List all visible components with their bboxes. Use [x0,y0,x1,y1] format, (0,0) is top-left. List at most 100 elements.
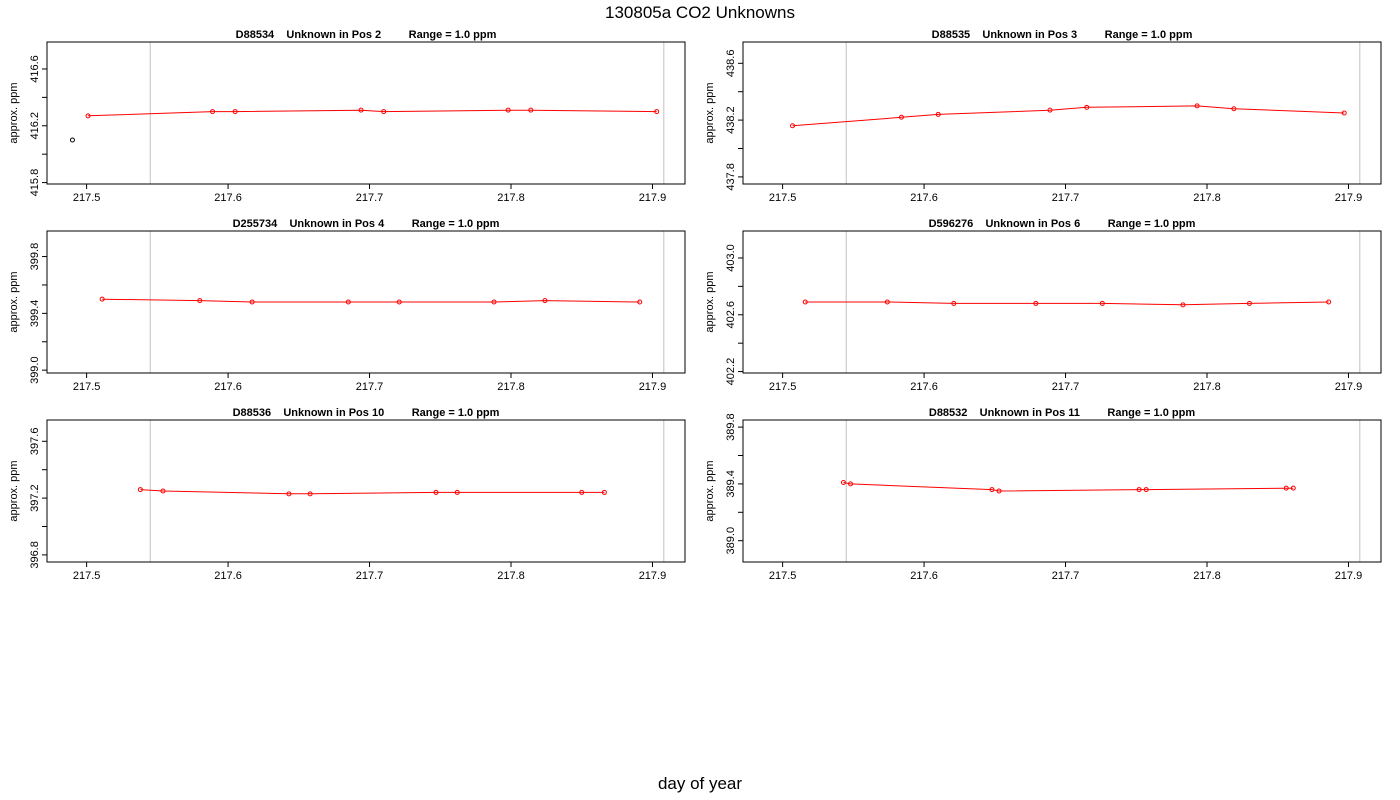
data-point [99,296,105,302]
x-tick-label: 217.7 [356,381,384,393]
data-point [802,299,808,305]
y-tick-label: 396.8 [29,541,41,569]
data-point [840,479,846,485]
y-axis-label: approx. ppm [704,460,716,521]
x-tick-label: 217.7 [356,570,384,582]
y-tick-label: 438.2 [725,106,737,134]
series-line [843,482,1294,492]
series-line [87,109,657,117]
panel-title: D88534 Unknown in Pos 2 Range = 1.0 ppm [236,29,497,41]
plot-frame [742,230,1382,374]
y-tick-label: 416.2 [29,112,41,140]
data-point [1099,300,1105,306]
x-tick-label: 217.8 [497,192,525,204]
y-tick-label: 389.4 [725,470,737,498]
x-tick-label: 217.8 [1193,570,1221,582]
data-point [1326,299,1332,305]
x-tick-label: 217.9 [1335,570,1363,582]
data-point [505,107,511,113]
y-tick-label: 389.8 [725,413,737,441]
x-tick-label: 217.8 [1193,192,1221,204]
series-line [102,298,640,303]
data-point [884,299,890,305]
data-point [654,109,660,115]
y-axis-label: approx. ppm [8,82,20,143]
y-axis-label: approx. ppm [704,82,716,143]
x-tick-label: 217.9 [639,570,667,582]
y-tick-label: 397.6 [29,428,41,456]
x-axis-label: day of year [657,774,743,793]
data-point [249,299,255,305]
panel-title: D88532 Unknown in Pos 11 Range = 1.0 ppm [929,407,1195,419]
series-line [140,489,605,495]
data-point [951,300,957,306]
chart-panel-pos2: D88534 Unknown in Pos 2 Range = 1.0 ppm 2… [8,29,686,204]
x-tick-label: 217.8 [497,570,525,582]
x-tick-label: 217.5 [769,192,797,204]
x-tick-label: 217.6 [214,192,242,204]
data-point [848,481,854,487]
x-tick-label: 217.8 [1193,381,1221,393]
panel-title: D88536 Unknown in Pos 10 Range = 1.0 ppm [233,407,500,419]
data-point [1246,300,1252,306]
panel-title: D596276 Unknown in Pos 6 Range = 1.0 ppm [929,218,1196,230]
x-tick-label: 217.6 [910,381,938,393]
plot-frame [742,41,1382,185]
data-point [454,489,460,495]
y-tick-label: 402.6 [725,301,737,329]
x-tick-label: 217.5 [769,570,797,582]
data-point [286,491,292,497]
y-tick-label: 389.0 [725,527,737,555]
chart-panel-pos6: D596276 Unknown in Pos 6 Range = 1.0 ppm… [704,218,1382,393]
y-tick-label: 399.4 [29,300,41,328]
data-point [579,489,585,495]
x-tick-label: 217.7 [1052,570,1080,582]
data-point [433,489,439,495]
data-point [1180,302,1186,308]
data-point [197,298,203,304]
y-tick-label: 399.8 [29,243,41,271]
data-point [1341,110,1347,116]
chart-panel-pos4: D255734 Unknown in Pos 4 Range = 1.0 ppm… [8,218,686,393]
y-tick-label: 403.0 [725,244,737,272]
panel-title: D255734 Unknown in Pos 4 Range = 1.0 ppm [233,218,500,230]
data-point [1290,485,1296,491]
x-tick-label: 217.9 [1335,381,1363,393]
x-tick-label: 217.9 [639,381,667,393]
data-point [491,299,497,305]
data-point [1047,107,1053,113]
x-tick-label: 217.6 [910,570,938,582]
y-axis-label: approx. ppm [8,460,20,521]
data-point [1143,487,1149,493]
data-point [160,488,166,494]
x-tick-label: 217.6 [910,192,938,204]
y-tick-label: 415.8 [29,169,41,197]
data-point [1194,103,1200,109]
plot-frame [46,419,686,563]
data-point [381,109,387,115]
data-point [1283,485,1289,491]
data-point [601,489,607,495]
x-tick-label: 217.8 [497,381,525,393]
data-point [85,113,91,119]
chart-panel-pos3: D88535 Unknown in Pos 3 Range = 1.0 ppm 2… [704,29,1382,204]
data-point [637,299,643,305]
y-tick-label: 402.2 [725,358,737,386]
x-tick-label: 217.6 [214,570,242,582]
data-point [935,111,941,117]
x-tick-label: 217.5 [73,192,101,204]
x-tick-label: 217.5 [73,381,101,393]
x-tick-label: 217.5 [73,570,101,582]
y-axis-label: approx. ppm [704,271,716,332]
page-title: 130805a CO2 Unknowns [605,3,795,22]
data-point [790,123,796,129]
series-line [792,105,1345,127]
plot-frame [46,230,686,374]
data-point [1231,106,1237,112]
data-point [528,107,534,113]
data-point [1033,300,1039,306]
data-point [898,114,904,120]
data-point [307,491,313,497]
x-tick-label: 217.7 [1052,192,1080,204]
y-tick-label: 397.2 [29,484,41,512]
